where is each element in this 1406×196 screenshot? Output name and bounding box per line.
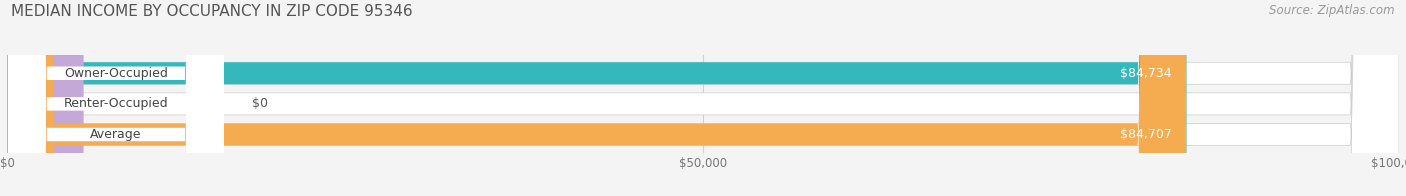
FancyBboxPatch shape bbox=[7, 0, 1399, 196]
Text: Renter-Occupied: Renter-Occupied bbox=[63, 97, 169, 110]
FancyBboxPatch shape bbox=[7, 0, 1399, 196]
Text: Owner-Occupied: Owner-Occupied bbox=[63, 67, 167, 80]
FancyBboxPatch shape bbox=[8, 0, 224, 196]
Text: MEDIAN INCOME BY OCCUPANCY IN ZIP CODE 95346: MEDIAN INCOME BY OCCUPANCY IN ZIP CODE 9… bbox=[11, 4, 413, 19]
FancyBboxPatch shape bbox=[8, 0, 224, 196]
Text: Source: ZipAtlas.com: Source: ZipAtlas.com bbox=[1270, 4, 1395, 17]
Text: $84,734: $84,734 bbox=[1121, 67, 1171, 80]
FancyBboxPatch shape bbox=[7, 0, 1187, 196]
Text: Average: Average bbox=[90, 128, 142, 141]
Text: $84,707: $84,707 bbox=[1119, 128, 1171, 141]
Text: $0: $0 bbox=[252, 97, 267, 110]
FancyBboxPatch shape bbox=[7, 0, 1187, 196]
FancyBboxPatch shape bbox=[8, 0, 224, 196]
FancyBboxPatch shape bbox=[7, 0, 83, 196]
FancyBboxPatch shape bbox=[7, 0, 1399, 196]
